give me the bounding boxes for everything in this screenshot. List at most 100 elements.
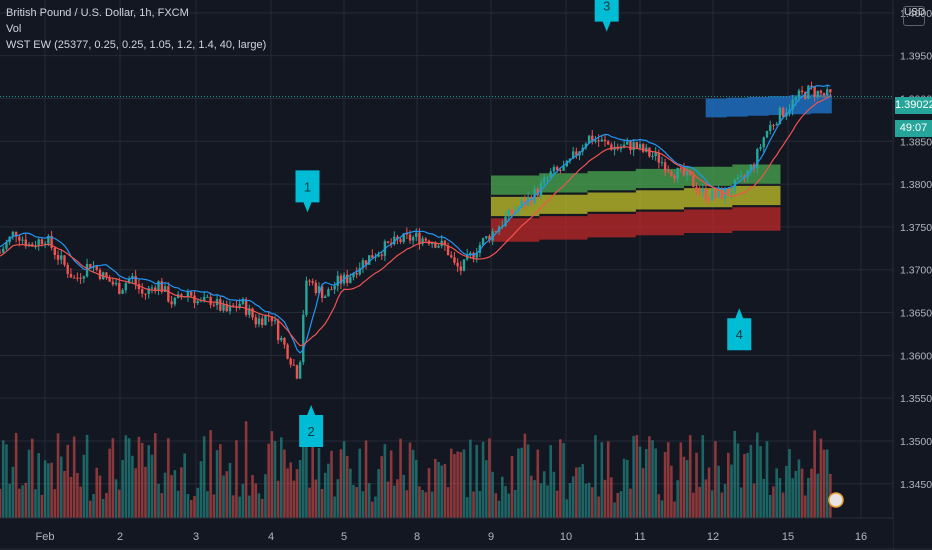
- volume-bar: [317, 447, 321, 518]
- candle-body: [241, 299, 245, 304]
- candle-body: [695, 186, 698, 192]
- volume-bar: [367, 483, 371, 518]
- volume-bar: [497, 500, 501, 518]
- candle-body: [232, 305, 235, 307]
- candle-body: [421, 238, 424, 244]
- volume-bar: [147, 445, 151, 518]
- volume-bar: [600, 442, 604, 518]
- symbol-title[interactable]: British Pound / U.S. Dollar, 1h, FXCM: [6, 7, 189, 19]
- volume-bar: [183, 453, 186, 518]
- chart-legend: British Pound / U.S. Dollar, 1h, FXCM Vo…: [6, 5, 266, 53]
- candle-body: [270, 316, 274, 322]
- volume-bar: [235, 440, 238, 518]
- candle-body: [346, 274, 349, 283]
- candle-body: [150, 287, 154, 289]
- volume-bar: [228, 462, 232, 518]
- candle-body: [396, 236, 399, 240]
- candle-body: [111, 281, 115, 285]
- candle-body: [140, 289, 144, 294]
- zone-green: [491, 162, 781, 197]
- volume-bar: [641, 468, 645, 518]
- volume-bar: [140, 442, 144, 518]
- candle-body: [507, 209, 510, 217]
- candle-body: [5, 242, 8, 249]
- candle-body: [209, 296, 212, 305]
- candle-body: [131, 275, 134, 279]
- volume-bar: [430, 491, 434, 518]
- volume-bar: [53, 489, 57, 518]
- last-price-tag: 1.39022: [895, 97, 932, 114]
- volume-bar: [76, 472, 79, 518]
- candle-body: [772, 124, 775, 126]
- volume-bar: [625, 459, 629, 518]
- currency-button[interactable]: USD: [903, 6, 925, 26]
- volume-bar: [571, 476, 575, 518]
- volume-bar: [295, 469, 299, 518]
- volume-bar: [244, 421, 248, 518]
- candle-body: [219, 299, 222, 311]
- volume-bar: [14, 432, 18, 518]
- candle-body: [212, 304, 216, 306]
- volume-bar: [176, 490, 180, 518]
- volume-bar: [575, 467, 578, 518]
- candle-body: [714, 190, 717, 198]
- volume-bar: [72, 436, 76, 518]
- volume-bar: [276, 480, 280, 518]
- ma-line-red: [0, 95, 831, 347]
- volume-bar: [283, 449, 286, 518]
- candle-body: [295, 365, 299, 379]
- candle-body: [584, 143, 588, 148]
- volume-bar: [523, 433, 527, 518]
- candle-body: [549, 171, 552, 178]
- volume-bar: [513, 489, 517, 518]
- volume-bar: [43, 460, 47, 518]
- indicator-label[interactable]: WST EW (25377, 0.25, 0.25, 1.05, 1.2, 1.…: [6, 39, 267, 51]
- volume-bar: [768, 494, 772, 518]
- volume-bar: [819, 438, 823, 518]
- volume-bar: [565, 499, 569, 518]
- candle-body: [822, 93, 826, 96]
- volume-bar: [803, 495, 807, 518]
- volume-bar: [654, 448, 657, 518]
- volume-bar: [676, 480, 679, 518]
- volume-bar: [380, 456, 384, 518]
- volume-bar: [424, 492, 428, 518]
- volume-bar: [549, 445, 552, 518]
- volume-bar: [270, 431, 274, 518]
- candle-body: [660, 162, 664, 164]
- candle-body: [462, 259, 466, 271]
- candle-body: [610, 144, 613, 150]
- volume-bar: [231, 495, 235, 518]
- candle-body: [108, 277, 111, 282]
- volume-label[interactable]: Vol: [6, 23, 22, 35]
- candle-body: [317, 286, 321, 294]
- volume-bar: [238, 496, 241, 518]
- volume-bar: [717, 465, 720, 518]
- volume-bar: [40, 494, 44, 518]
- volume-bar: [660, 500, 664, 518]
- volume-bar: [778, 478, 782, 518]
- volume-bar: [484, 460, 488, 518]
- volume-bar: [459, 452, 463, 518]
- volume-bar: [95, 467, 99, 518]
- volume-bar: [18, 488, 21, 518]
- volume-bar: [389, 450, 393, 518]
- x-tick-label: 12: [707, 531, 719, 543]
- volume-bar: [797, 459, 801, 518]
- volume-bar: [465, 497, 469, 518]
- candle-body: [371, 255, 374, 258]
- wave-marker-label: 3: [603, 0, 610, 14]
- volume-bar: [355, 487, 358, 518]
- volume-bar: [212, 494, 216, 518]
- candle-body: [632, 142, 635, 151]
- volume-bar: [339, 449, 343, 518]
- y-tick-label: 1.36500: [900, 308, 932, 320]
- candle-body: [380, 254, 383, 256]
- candle-body: [79, 277, 82, 279]
- volume-bar: [651, 440, 654, 518]
- candle-body: [638, 144, 642, 149]
- volume-bar: [794, 470, 798, 518]
- candle-body: [114, 282, 118, 285]
